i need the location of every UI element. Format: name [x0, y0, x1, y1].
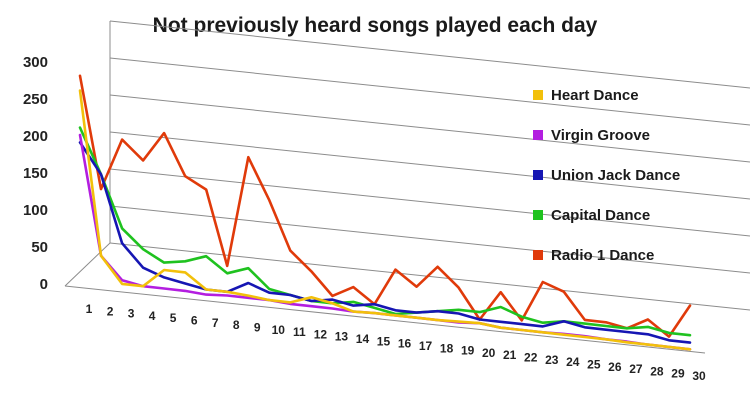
legend-label: Virgin Groove — [551, 127, 650, 144]
x-tick-label: 18 — [440, 341, 454, 355]
x-tick-label: 19 — [461, 344, 475, 358]
y-tick-label: 100 — [23, 202, 48, 219]
x-tick-label: 24 — [566, 355, 580, 369]
x-tick-label: 28 — [650, 364, 664, 378]
chart-title: Not previously heard songs played each d… — [152, 14, 598, 37]
x-tick-label: 7 — [212, 316, 219, 330]
series-line — [78, 74, 692, 338]
x-tick-label: 4 — [149, 309, 156, 323]
x-tick-label: 1 — [86, 302, 93, 316]
gridlines — [64, 20, 750, 354]
x-tick-label: 22 — [524, 351, 538, 365]
x-tick-label: 30 — [692, 369, 706, 383]
legend-swatch — [533, 250, 543, 260]
x-tick-label: 27 — [629, 362, 643, 376]
series-lines — [78, 74, 692, 351]
x-tick-label: 5 — [170, 311, 177, 325]
legend-swatch — [533, 170, 543, 180]
y-tick-label: 300 — [23, 54, 48, 71]
gridline — [109, 94, 750, 163]
y-tick-label: 150 — [23, 165, 48, 182]
legend-label: Radio 1 Dance — [551, 247, 654, 264]
series-line — [78, 141, 692, 344]
x-tick-label: 14 — [356, 332, 370, 346]
x-tick-label: 10 — [272, 323, 286, 337]
legend-label: Heart Dance — [551, 87, 639, 104]
x-tick-label: 3 — [128, 307, 135, 321]
x-tick-label: 13 — [335, 330, 349, 344]
x-axis-ticks: 1 2 3 4 5 6 7 8 9 10 11 12 13 14 15 16 17 18 19 20 21 22 23 24 2… — [86, 302, 706, 383]
x-tick-label: 2 — [107, 304, 114, 318]
floor-edge — [64, 242, 111, 287]
x-tick-label: 20 — [482, 346, 496, 360]
gridline — [109, 131, 750, 200]
floor-front-edge — [64, 285, 706, 354]
legend-swatch — [533, 210, 543, 220]
legend: Heart Dance Virgin Groove Union Jack Dance… — [533, 87, 680, 264]
x-tick-label: 26 — [608, 360, 622, 374]
x-tick-label: 16 — [398, 337, 412, 351]
y-tick-label: 0 — [40, 276, 48, 293]
y-axis-ticks: 0 50 100 150 200 250 300 — [23, 54, 48, 293]
x-tick-label: 25 — [587, 357, 601, 371]
x-tick-label: 21 — [503, 348, 517, 362]
y-tick-label: 200 — [23, 128, 48, 145]
x-tick-label: 23 — [545, 353, 559, 367]
legend-item: Radio 1 Dance — [533, 247, 654, 264]
legend-item: Capital Dance — [533, 207, 650, 224]
x-tick-label: 15 — [377, 334, 391, 348]
legend-label: Capital Dance — [551, 207, 650, 224]
legend-item: Virgin Groove — [533, 127, 650, 144]
series-line — [78, 126, 692, 337]
gridline — [109, 168, 750, 237]
x-tick-label: 12 — [314, 327, 328, 341]
y-tick-label: 50 — [31, 239, 48, 256]
series-line — [78, 89, 692, 351]
gridline — [109, 20, 750, 89]
x-tick-label: 9 — [254, 320, 261, 334]
gridline — [109, 205, 750, 274]
legend-item: Heart Dance — [533, 87, 639, 104]
gridline — [109, 242, 750, 311]
gridline — [109, 57, 750, 126]
y-tick-label: 250 — [23, 91, 48, 108]
legend-swatch — [533, 130, 543, 140]
x-tick-label: 6 — [191, 314, 198, 328]
x-tick-label: 8 — [233, 318, 240, 332]
x-tick-label: 17 — [419, 339, 433, 353]
legend-label: Union Jack Dance — [551, 167, 680, 184]
legend-swatch — [533, 90, 543, 100]
x-tick-label: 11 — [293, 325, 306, 339]
legend-item: Union Jack Dance — [533, 167, 680, 184]
x-tick-label: 29 — [671, 367, 685, 381]
